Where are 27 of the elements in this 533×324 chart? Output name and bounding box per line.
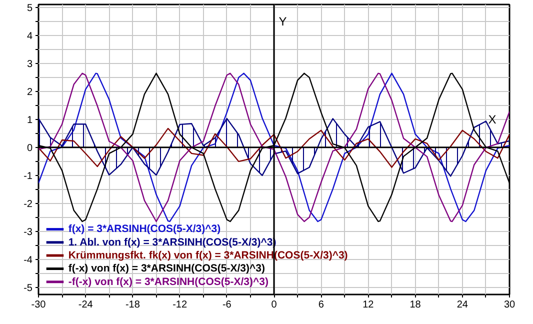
y-tick-label: 4: [26, 30, 33, 42]
x-tick-label: 18: [410, 300, 422, 310]
legend-label: -f(-x) von f(x) = 3*ARSINH(COS(5-X/3)^3): [68, 276, 268, 288]
y-tick-label: -1: [24, 170, 33, 182]
y-tick-label: -3: [24, 226, 33, 238]
x-axis-title: X: [488, 112, 496, 126]
x-tick-label: 0: [271, 300, 278, 310]
x-tick-label: 30: [504, 300, 516, 310]
x-tick-label: 24: [456, 300, 468, 310]
legend-label: f(-x) von f(x) = 3*ARSINH(COS(5-X/3)^3): [68, 262, 265, 275]
legend-label: f(x) = 3*ARSINH(COS(5-X/3)^3): [68, 223, 221, 236]
y-tick-label: -5: [24, 282, 33, 294]
y-tick-label: 1: [26, 114, 33, 126]
x-tick-label: -12: [172, 300, 188, 310]
y-tick-label: 3: [26, 58, 33, 70]
x-tick-label: 12: [362, 300, 374, 310]
y-tick-label: -2: [24, 198, 33, 210]
x-tick-label: -6: [222, 300, 232, 310]
y-tick-label: -4: [24, 254, 33, 266]
x-tick-label: 6: [318, 300, 324, 310]
x-tick-label: -30: [31, 300, 46, 310]
x-tick-label: -18: [125, 300, 140, 310]
y-axis-title: Y: [278, 14, 287, 28]
y-tick-label: 5: [26, 2, 33, 14]
x-tick-label: -24: [78, 300, 94, 310]
y-tick-label: 0: [26, 142, 33, 154]
y-tick-label: 2: [26, 86, 33, 98]
